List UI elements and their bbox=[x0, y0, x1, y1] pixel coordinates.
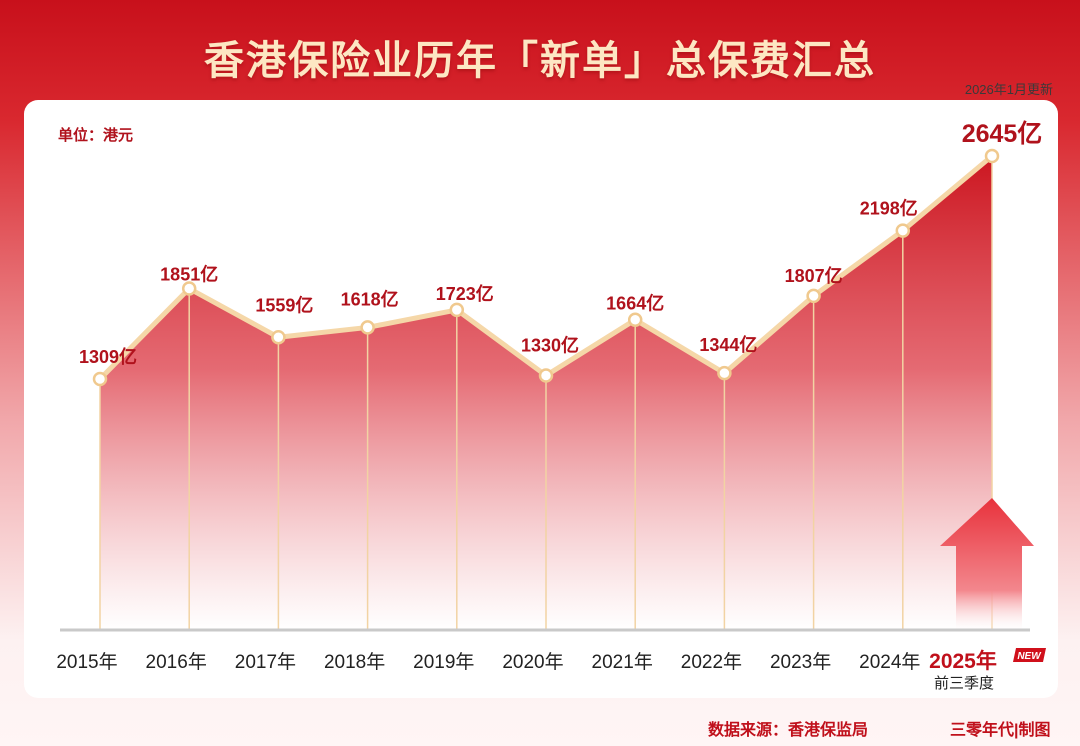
data-point bbox=[181, 281, 197, 296]
x-tick-label: 2017年 bbox=[235, 651, 296, 673]
x-tick-label: 2022年 bbox=[681, 651, 742, 673]
growth-arrow-icon bbox=[940, 498, 1034, 630]
x-tick-label: 2021年 bbox=[592, 651, 653, 673]
data-point bbox=[717, 365, 732, 381]
data-point bbox=[360, 320, 375, 335]
data-point bbox=[449, 302, 465, 318]
data-label: 1330亿 bbox=[521, 334, 579, 355]
unit-label: 单位：港元 bbox=[58, 127, 134, 144]
data-label: 1807亿 bbox=[785, 265, 843, 286]
data-point bbox=[806, 288, 821, 304]
data-label: 1344亿 bbox=[699, 334, 757, 355]
data-point bbox=[271, 330, 286, 345]
data-point bbox=[984, 148, 1000, 164]
update-note: 2026年1月更新 bbox=[964, 82, 1053, 97]
data-label: 1618亿 bbox=[341, 288, 399, 309]
data-label: 1723亿 bbox=[436, 283, 494, 304]
data-label: 1851亿 bbox=[160, 264, 218, 285]
data-label: 1664亿 bbox=[606, 293, 664, 314]
data-source: 数据来源：香港保监局 bbox=[708, 722, 869, 739]
data-point bbox=[627, 312, 643, 327]
x-tick-label: 2025年 bbox=[929, 649, 997, 673]
last-category-note: 前三季度 bbox=[934, 675, 994, 692]
data-label: 2198亿 bbox=[860, 198, 918, 219]
new-badge-label: NEW bbox=[1017, 651, 1042, 662]
x-tick-label: 2024年 bbox=[859, 651, 920, 673]
data-label: 1559亿 bbox=[255, 294, 313, 315]
chart-credit: 三零年代|制图 bbox=[950, 722, 1051, 739]
x-tick-label: 2015年 bbox=[56, 651, 117, 673]
data-label: 1309亿 bbox=[79, 346, 137, 367]
page-title: 香港保险业历年「新单」总保费汇总 bbox=[204, 39, 876, 83]
data-point bbox=[895, 223, 911, 238]
data-point bbox=[538, 368, 554, 383]
x-tick-label: 2019年 bbox=[413, 651, 474, 673]
data-point bbox=[92, 371, 108, 387]
data-label: 2645亿 bbox=[962, 120, 1043, 148]
x-tick-label: 2016年 bbox=[146, 651, 207, 673]
x-tick-label: 2020年 bbox=[502, 651, 563, 673]
new-badge-icon bbox=[1013, 648, 1046, 662]
x-tick-label: 2023年 bbox=[770, 651, 831, 673]
x-tick-label: 2018年 bbox=[324, 651, 385, 673]
